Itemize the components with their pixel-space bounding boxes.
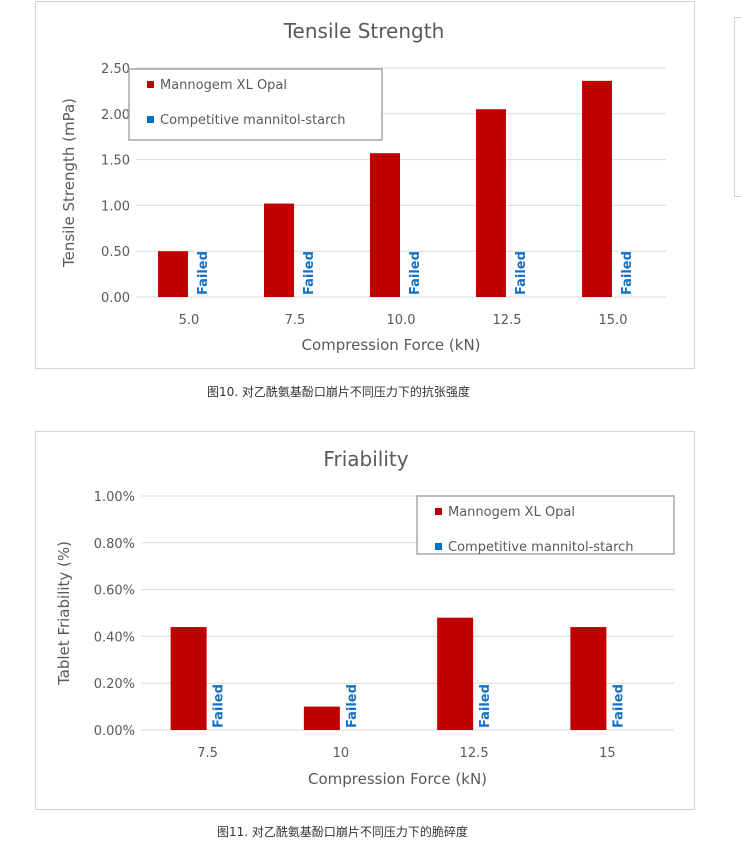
failed-label: Failed (611, 684, 626, 728)
x-tick-label: 7.5 (197, 746, 218, 761)
side-panel (734, 17, 741, 197)
legend-label-competitive: Competitive mannitol-starch (160, 113, 346, 128)
x-axis-title: Compression Force (kN) (308, 770, 487, 788)
legend-label-competitive: Competitive mannitol-starch (448, 540, 634, 555)
y-tick-label: 2.00 (101, 108, 130, 123)
x-tick-label: 5.0 (179, 313, 200, 328)
x-tick-label: 15.0 (599, 313, 628, 328)
bar-mannogem (370, 153, 400, 297)
bar-mannogem (476, 109, 506, 297)
failed-label: Failed (478, 684, 493, 728)
figure-caption-11: 图11. 对乙酰氨基酚口崩片不同压力下的脆碎度 (217, 825, 468, 839)
x-tick-label: 7.5 (285, 313, 306, 328)
legend-swatch-mannogem (147, 81, 154, 88)
x-tick-label: 12.5 (460, 746, 489, 761)
y-tick-label: 1.00 (101, 199, 130, 214)
y-tick-label: 0.80% (94, 537, 135, 552)
x-tick-label: 12.5 (493, 313, 522, 328)
tensile-strength-chart: Tensile Strength 0.00 0.50 1.00 1.50 2.00 2.50… (35, 1, 695, 369)
y-axis-title: Tablet Friability (%) (55, 541, 73, 686)
legend-box (416, 495, 675, 555)
y-tick-label: 1.50 (101, 154, 130, 169)
bar-mannogem (437, 617, 474, 730)
y-tick-label: 0.40% (94, 630, 135, 645)
bar-mannogem (303, 706, 340, 730)
friability-svg: Friability 0.00% 0.20% 0.40% 0.60% 0.80% 1.00%… (55, 447, 675, 788)
bar-mannogem (158, 251, 188, 297)
failed-label: Failed (196, 251, 211, 295)
friability-chart: Friability 0.00% 0.20% 0.40% 0.60% 0.80% 1.00%… (35, 431, 695, 810)
figure-caption-10: 图10. 对乙酰氨基酚口崩片不同压力下的抗张强度 (207, 385, 470, 399)
y-tick-label: 2.50 (101, 62, 130, 77)
failed-label: Failed (514, 251, 529, 295)
chart-title: Tensile Strength (283, 19, 445, 43)
x-axis-title: Compression Force (kN) (301, 336, 480, 354)
legend-swatch-competitive (147, 116, 154, 123)
x-tick-label: 10.0 (387, 313, 416, 328)
x-tick-label: 15 (599, 746, 616, 761)
y-tick-label: 0.60% (94, 584, 135, 599)
bar-mannogem (582, 80, 612, 297)
failed-label: Failed (345, 684, 360, 728)
y-axis-title: Tensile Strength (mPa) (60, 98, 78, 268)
y-tick-label: 0.00% (94, 724, 135, 739)
failed-label: Failed (408, 251, 423, 295)
x-tick-label: 10 (333, 746, 350, 761)
failed-label: Failed (212, 684, 227, 728)
legend-label-mannogem: Mannogem XL Opal (160, 78, 287, 93)
legend-label-mannogem: Mannogem XL Opal (448, 505, 575, 520)
tensile-strength-svg: Tensile Strength 0.00 0.50 1.00 1.50 2.00 2.50… (60, 19, 666, 354)
legend-box (128, 68, 383, 141)
failed-label: Failed (302, 251, 317, 295)
bar-mannogem (570, 627, 607, 730)
failed-label: Failed (620, 251, 635, 295)
y-tick-label: 1.00% (94, 490, 135, 505)
y-tick-label: 0.20% (94, 677, 135, 692)
legend-swatch-mannogem (435, 508, 442, 515)
y-tick-label: 0.00 (101, 291, 130, 306)
legend-swatch-competitive (435, 543, 442, 550)
bar-mannogem (264, 203, 294, 297)
bar-mannogem (170, 627, 207, 730)
chart-title: Friability (323, 447, 408, 471)
y-tick-label: 0.50 (101, 245, 130, 260)
